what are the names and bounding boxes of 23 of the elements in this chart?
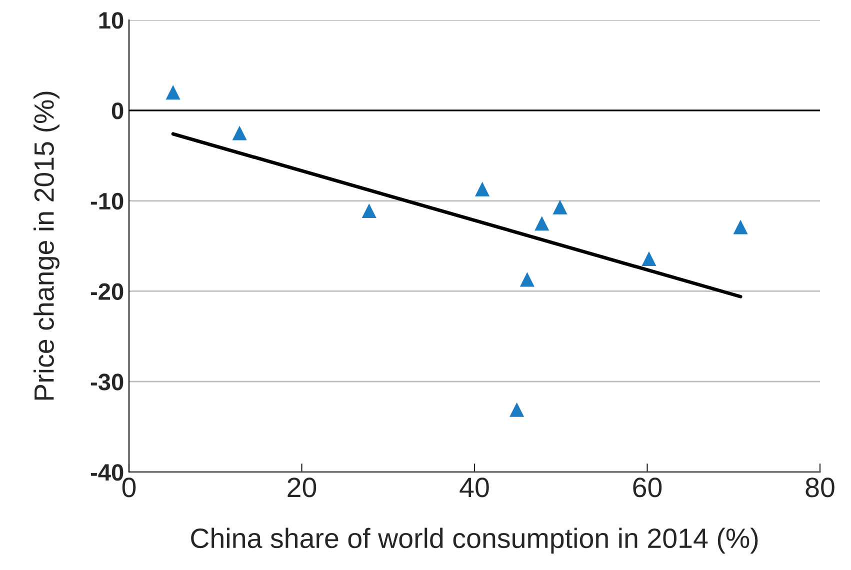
y-tick-label: 0 [112,102,124,120]
y-tick-label: -40 [90,464,124,481]
point [733,220,748,234]
point [534,216,550,231]
y-tick-label: -10 [90,192,124,210]
point [642,251,656,266]
point [166,85,180,100]
point [552,200,568,214]
y-axis-title: Price change in 2015 (%) [34,92,60,400]
x-tick-label: 80 [806,478,834,498]
point [510,402,524,417]
point [362,203,376,218]
y-tick-label: 10 [99,12,124,29]
x-tick-label: 0 [122,478,136,498]
point [474,182,490,196]
x-tick-label: 20 [288,478,316,498]
point [520,272,534,287]
x-axis-title: China share of world consumption in 2014 (%) [191,528,758,554]
x-tick-label: 40 [460,478,489,498]
x-tick-label: 60 [633,478,662,498]
y-tick-label: -30 [90,374,124,390]
y-tick-label: -20 [90,283,124,300]
point [232,126,247,140]
